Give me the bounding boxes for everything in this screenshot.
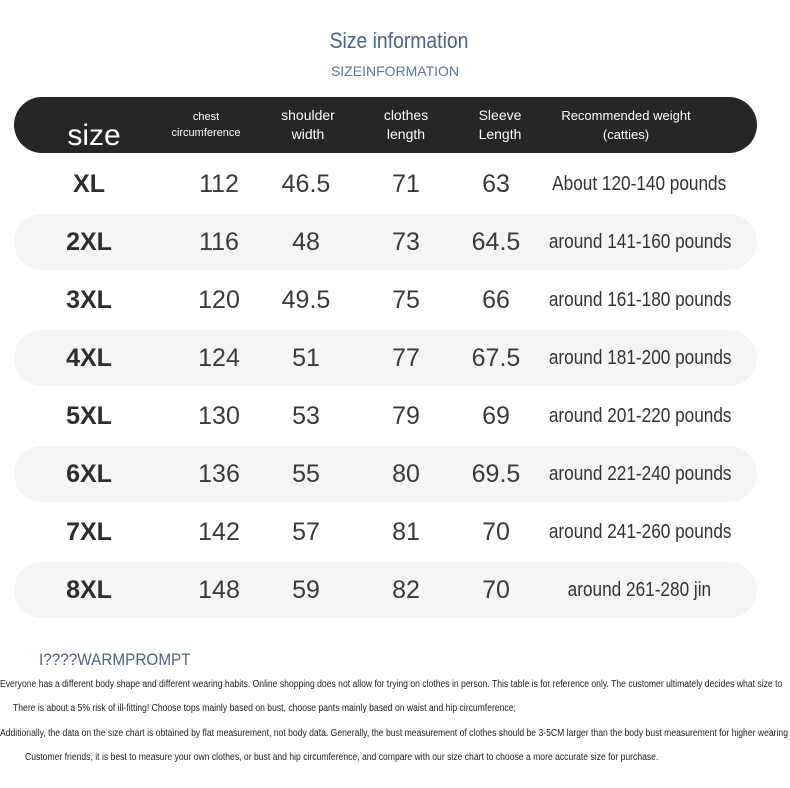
weight-text: around 261-280 jin: [567, 579, 711, 601]
sleeve-value: 66: [482, 286, 510, 314]
sleeve-value: 69: [482, 402, 510, 430]
sleeve-value: 67.5: [471, 344, 521, 372]
length-value: 71: [392, 170, 420, 198]
chest-value: 116: [199, 228, 239, 256]
table-row: 6XL 136 55 80 69.5 around 221-240 pounds: [14, 446, 757, 502]
header-sleeve: Sleeve Length: [478, 107, 522, 142]
page-title: Size information: [329, 28, 469, 53]
size-label: XL: [73, 170, 105, 198]
length-value: 73: [392, 228, 420, 256]
chest-value: 112: [199, 170, 239, 198]
weight-text: around 141-160 pounds: [548, 231, 732, 253]
chest-value: 124: [198, 344, 240, 372]
shoulder-value: 53: [292, 402, 320, 430]
header-size: size: [67, 118, 121, 152]
table-row: 3XL 120 49.5 75 66 around 161-180 pounds: [14, 272, 757, 328]
shoulder-value: 48: [292, 228, 320, 256]
weight-value: around 221-240 pounds: [534, 446, 744, 502]
shoulder-value: 55: [292, 460, 320, 488]
sleeve-value: 70: [482, 518, 510, 546]
weight-text: around 201-220 pounds: [548, 405, 732, 427]
shoulder-value: 57: [292, 518, 320, 546]
length-value: 75: [392, 286, 420, 314]
header-shoulder: shoulder width: [281, 107, 335, 142]
weight-value: around 201-220 pounds: [534, 388, 744, 444]
sleeve-value: 69.5: [471, 460, 521, 488]
table-row: 2XL 116 48 73 64.5 around 141-160 pounds: [14, 214, 757, 270]
shoulder-value: 59: [292, 576, 320, 604]
weight-text: around 221-240 pounds: [548, 463, 732, 485]
length-value: 81: [392, 518, 420, 546]
table-row: 7XL 142 57 81 70 around 241-260 pounds: [14, 504, 757, 560]
weight-value: around 161-180 pounds: [534, 272, 744, 328]
size-label: 3XL: [66, 286, 112, 314]
size-label: 5XL: [66, 402, 112, 430]
weight-value: around 181-200 pounds: [534, 330, 744, 386]
header-chest: chest circumference: [171, 111, 241, 139]
sleeve-value: 64.5: [471, 228, 521, 256]
weight-value: around 241-260 pounds: [534, 504, 744, 560]
header-weight: Recommended weight (catties): [561, 108, 691, 142]
size-label: 2XL: [66, 228, 112, 256]
shoulder-value: 51: [292, 344, 320, 372]
weight-value: About 120-140 pounds: [534, 156, 744, 212]
note-line-3: Additionally, the data on the size chart…: [0, 728, 788, 739]
chest-value: 148: [198, 576, 240, 604]
table-row: 4XL 124 51 77 67.5 around 181-200 pounds: [14, 330, 757, 386]
length-value: 82: [392, 576, 420, 604]
length-value: 77: [392, 344, 420, 372]
chest-value: 130: [198, 402, 240, 430]
weight-text: About 120-140 pounds: [551, 173, 727, 195]
note-line-1: Everyone has a different body shape and …: [0, 679, 783, 690]
size-label: 4XL: [66, 344, 112, 372]
weight-text: around 161-180 pounds: [548, 289, 732, 311]
page-subtitle: SIZEINFORMATION: [330, 63, 460, 79]
warm-prompt-heading: I????WARMPROMPT: [39, 650, 191, 669]
chest-value: 136: [198, 460, 240, 488]
table-header: size chest circumference shoulder width …: [14, 97, 757, 153]
size-label: 8XL: [66, 576, 112, 604]
size-label: 7XL: [66, 518, 112, 546]
length-value: 79: [392, 402, 420, 430]
chest-value: 120: [198, 286, 240, 314]
note-line-2: There is about a 5% risk of ill-fitting!…: [13, 703, 516, 714]
chest-value: 142: [198, 518, 240, 546]
table-row: 8XL 148 59 82 70 around 261-280 jin: [14, 562, 757, 618]
weight-text: around 181-200 pounds: [548, 347, 732, 369]
header-length: clothes length: [383, 107, 429, 142]
weight-text: around 241-260 pounds: [548, 521, 732, 543]
table-row: 5XL 130 53 79 69 around 201-220 pounds: [14, 388, 757, 444]
table-row: XL 112 46.5 71 63 About 120-140 pounds: [14, 156, 757, 212]
note-line-4: Customer friends, it is best to measure …: [25, 752, 659, 763]
sleeve-value: 70: [482, 576, 510, 604]
length-value: 80: [392, 460, 420, 488]
weight-value: around 141-160 pounds: [534, 214, 744, 270]
sleeve-value: 63: [482, 170, 510, 198]
size-label: 6XL: [66, 460, 112, 488]
weight-value: around 261-280 jin: [534, 562, 744, 618]
shoulder-value: 46.5: [281, 170, 331, 198]
shoulder-value: 49.5: [281, 286, 331, 314]
